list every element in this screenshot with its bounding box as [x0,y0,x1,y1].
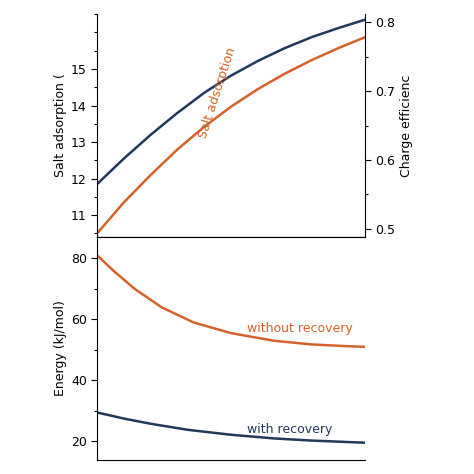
Y-axis label: Energy (kJ/mol): Energy (kJ/mol) [54,301,66,396]
Text: Salt adsorption: Salt adsorption [196,46,238,140]
Text: with recovery: with recovery [247,423,333,437]
Y-axis label: Charge efficienc: Charge efficienc [400,74,412,177]
Y-axis label: Salt adsorption (: Salt adsorption ( [54,74,67,177]
Text: without recovery: without recovery [247,322,353,335]
